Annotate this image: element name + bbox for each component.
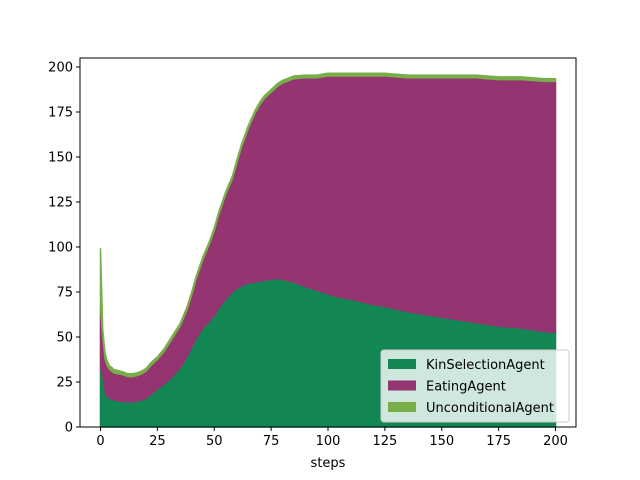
y-tick-label: 50 bbox=[56, 331, 73, 346]
legend-label-unconditionalagent: UnconditionalAgent bbox=[426, 401, 554, 416]
y-tick-label: 125 bbox=[48, 196, 73, 211]
x-tick-label: 125 bbox=[372, 434, 397, 449]
y-tick-label: 0 bbox=[65, 421, 73, 436]
x-tick-label: 0 bbox=[96, 434, 104, 449]
y-axis: 0 25 50 75 100 125 150 175 200 bbox=[48, 61, 80, 436]
y-tick-label: 175 bbox=[48, 106, 73, 121]
legend-box bbox=[380, 349, 570, 423]
x-tick-label: 50 bbox=[206, 434, 223, 449]
x-axis: 0 25 50 75 100 125 150 175 200 bbox=[96, 427, 568, 449]
legend-label-kinselectionagent: KinSelectionAgent bbox=[426, 358, 545, 373]
x-tick-label: 150 bbox=[429, 434, 454, 449]
y-tick-label: 75 bbox=[56, 286, 73, 301]
legend-swatch-eatingagent bbox=[388, 380, 416, 391]
area-unconditionalagent bbox=[99, 72, 557, 378]
x-tick-label: 200 bbox=[543, 434, 568, 449]
legend: KinSelectionAgent EatingAgent Unconditiona… bbox=[380, 349, 570, 423]
y-tick-label: 100 bbox=[48, 241, 73, 256]
x-tick-label: 75 bbox=[263, 434, 280, 449]
x-tick-label: 175 bbox=[486, 434, 511, 449]
x-tick-label: 100 bbox=[316, 434, 341, 449]
y-tick-label: 25 bbox=[56, 376, 73, 391]
legend-swatch-unconditionalagent bbox=[388, 402, 416, 412]
y-tick-label: 200 bbox=[48, 61, 73, 76]
y-tick-label: 150 bbox=[48, 151, 73, 166]
legend-swatch-kinselectionagent bbox=[388, 359, 416, 369]
x-axis-label: steps bbox=[311, 456, 346, 471]
x-tick-label: 25 bbox=[149, 434, 166, 449]
legend-label-eatingagent: EatingAgent bbox=[426, 380, 506, 395]
